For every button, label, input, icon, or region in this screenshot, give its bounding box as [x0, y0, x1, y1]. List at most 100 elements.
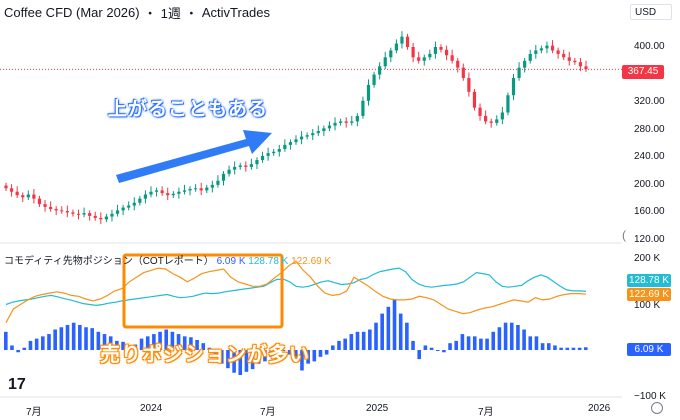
- candle-body: [4, 185, 8, 189]
- candle-body: [316, 131, 320, 134]
- cot-net-bar: [294, 350, 298, 360]
- indicator-value-net: 6.09 K: [216, 256, 246, 267]
- candle-body: [511, 78, 516, 96]
- annotation-box: [122, 253, 284, 329]
- cot-net-bar: [176, 334, 181, 350]
- cot-net-bar: [287, 350, 292, 355]
- candle-body: [65, 211, 69, 213]
- cot-net-bar: [219, 350, 224, 364]
- cot-net-bar: [71, 322, 76, 350]
- candle-body: [99, 217, 103, 220]
- candle-body: [149, 191, 153, 195]
- cot-net-bar: [158, 331, 162, 350]
- candle-body: [15, 191, 19, 196]
- candle-body: [227, 169, 231, 174]
- cot-net-bar: [53, 329, 57, 350]
- candle-body: [188, 188, 192, 191]
- cot-net-bar: [368, 329, 372, 350]
- cot-net-bar: [546, 343, 551, 350]
- candle-body: [21, 195, 25, 198]
- candle-body: [283, 144, 287, 150]
- candle-body: [495, 119, 499, 123]
- cot-net-bar: [405, 322, 409, 350]
- cot-net-bar: [571, 347, 576, 350]
- cot-net-bar: [540, 343, 545, 350]
- symbol-name[interactable]: Coffee CFD (Mar 2026): [4, 4, 140, 20]
- candle-body: [277, 149, 281, 152]
- cot-net-bar: [479, 338, 483, 350]
- cot-net-bar: [448, 343, 452, 350]
- candle-body: [562, 53, 566, 58]
- cot-net-bar: [454, 340, 459, 350]
- tradingview-logo[interactable]: 17: [8, 376, 26, 393]
- cot-net-bar: [423, 345, 428, 350]
- candle-body: [9, 188, 14, 192]
- candle-body: [182, 190, 187, 192]
- cot-net-bar: [337, 340, 341, 350]
- candle-body: [143, 194, 148, 199]
- cot-series-orange: [5, 260, 587, 323]
- cot-net-bar: [472, 336, 477, 350]
- cot-net-bar: [374, 322, 378, 350]
- candle-body: [539, 48, 543, 51]
- price-axis-tick: 280.00: [634, 123, 665, 135]
- cot-net-bar: [4, 331, 8, 350]
- candle-body: [517, 67, 521, 79]
- cot-net-bar: [324, 350, 329, 355]
- settings-gear-icon[interactable]: [651, 402, 663, 414]
- candle-body: [238, 165, 242, 167]
- currency-button[interactable]: USD: [630, 4, 672, 20]
- cot-net-bar: [584, 347, 588, 350]
- cot-net-bar: [528, 336, 533, 350]
- candle-body: [54, 208, 58, 211]
- candle-body: [500, 112, 504, 120]
- cot-net-bar: [78, 324, 82, 350]
- candle-body: [523, 60, 527, 68]
- cot-net-bar: [503, 322, 508, 350]
- cot-axis-tick: 200 K: [634, 253, 661, 264]
- cot-net-bar: [466, 336, 471, 350]
- candle-body: [244, 165, 248, 167]
- time-axis-tick: 2024: [140, 403, 163, 414]
- candle-body: [93, 215, 97, 218]
- cot-net-bar: [312, 350, 317, 362]
- cot-net-bar: [331, 345, 335, 350]
- header-separator: ・: [143, 5, 157, 21]
- cot-net-bar: [170, 331, 175, 350]
- cot-net-bar: [90, 328, 94, 350]
- candle-body: [372, 74, 376, 85]
- cot-tag-orange: 122.69 K: [627, 288, 671, 301]
- candle-body: [344, 121, 348, 123]
- cot-net-bar: [102, 334, 107, 350]
- candle-body: [115, 210, 120, 214]
- candle-body: [383, 57, 387, 67]
- candle-body: [138, 198, 142, 203]
- cot-net-bar: [553, 345, 557, 350]
- cot-net-bar: [281, 350, 286, 351]
- cot-net-bar: [238, 350, 243, 376]
- candle-body: [199, 188, 203, 191]
- candle-body: [417, 57, 421, 61]
- indicator-title[interactable]: コモディティ先物ポジション（COTレポート）: [4, 256, 214, 267]
- candle-body: [110, 213, 114, 217]
- candle-body: [394, 43, 398, 51]
- candle-body: [405, 36, 410, 47]
- cot-net-bar: [460, 334, 465, 350]
- cot-net-bar: [182, 336, 187, 350]
- time-axis-tick: 2026: [588, 403, 611, 414]
- candle-body: [71, 212, 75, 214]
- candle-body: [556, 50, 560, 54]
- cot-net-bar: [300, 350, 304, 371]
- chart-header[interactable]: Coffee CFD (Mar 2026) ・ 1週 ・ ActivTrades: [4, 2, 270, 22]
- candle-body: [534, 50, 538, 54]
- candle-body: [472, 91, 477, 108]
- interval-label[interactable]: 1週: [160, 5, 181, 21]
- price-axis-tick: 320.00: [634, 96, 665, 108]
- indicator-header[interactable]: コモディティ先物ポジション（COTレポート） 6.09 K 128.78 K 1…: [4, 252, 331, 267]
- cot-net-bar: [121, 341, 125, 350]
- candle-body: [37, 198, 42, 205]
- candle-body: [221, 173, 226, 181]
- annotation-arrow: [116, 130, 272, 183]
- cot-net-bar: [152, 334, 156, 350]
